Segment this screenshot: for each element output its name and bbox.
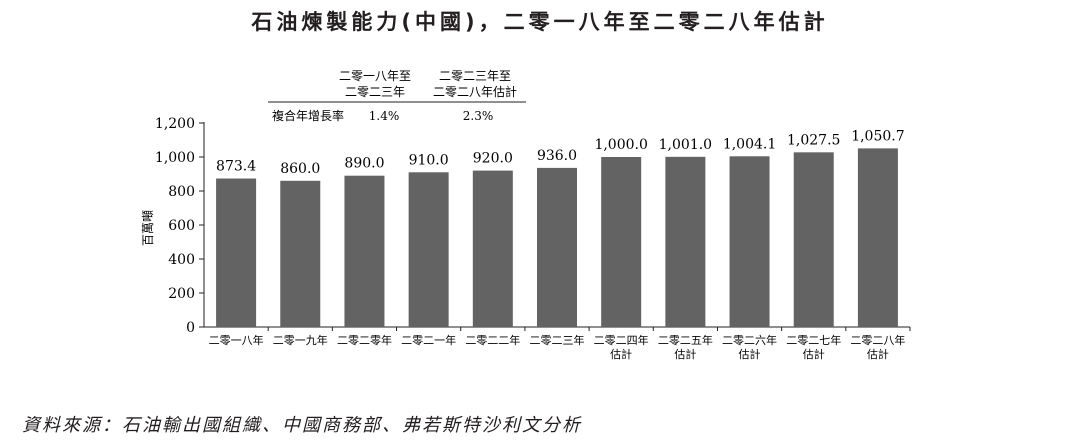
y-tick-label: 200 — [168, 286, 195, 302]
x-tick-label: 二零二六年 — [722, 333, 777, 347]
x-tick-label: 二零二三年 — [530, 333, 585, 347]
x-tick-label: 估計 — [739, 347, 761, 361]
data-label: 1,004.1 — [723, 136, 776, 152]
cagr-period-2-line1: 二零二三年至 — [439, 69, 511, 83]
x-tick-labels: 二零一八年 二零一九年 二零二零年 二零二一年 二零二二年 二零二三年 二零二四年估計二零二… — [209, 333, 906, 361]
data-label: 860.0 — [280, 161, 320, 177]
data-label: 920.0 — [473, 151, 513, 167]
bar — [408, 172, 449, 327]
source-note: 資料來源：石油輸出國組織、中國商務部、弗若斯特沙利文分析 — [22, 415, 582, 436]
x-tick-label: 估計 — [610, 347, 632, 361]
data-label: 1,001.0 — [659, 137, 712, 153]
bar — [344, 175, 385, 327]
y-tick-label: 400 — [168, 252, 195, 268]
bar — [665, 156, 706, 327]
bar — [857, 148, 898, 327]
bars — [216, 148, 898, 327]
cagr-period-2-line2: 二零二八年估計 — [433, 84, 517, 99]
data-label: 1,000.0 — [594, 137, 647, 153]
x-tick-label: 二零一八年 — [209, 333, 264, 347]
y-tick-label: 800 — [168, 184, 195, 200]
cagr-row-label: 複合年增長率 — [272, 108, 344, 123]
data-label: 936.0 — [537, 148, 577, 164]
y-tick-label: 0 — [186, 320, 195, 336]
y-tick-label: 1,200 — [155, 116, 195, 132]
cagr-period-1-line1: 二零一八年至 — [339, 69, 411, 83]
data-label: 1,050.7 — [851, 128, 904, 144]
data-label: 1,027.5 — [787, 132, 840, 148]
x-tick-label: 二零二八年 — [850, 333, 905, 347]
data-label: 910.0 — [409, 152, 449, 168]
bar — [537, 167, 577, 327]
cagr-value-1: 1.4% — [369, 109, 400, 123]
bar — [601, 157, 642, 327]
x-tick-label: 二零二二年 — [465, 333, 520, 347]
y-axis-title: 百萬噸 — [141, 210, 155, 246]
bar — [729, 156, 770, 327]
data-label: 873.4 — [216, 159, 256, 175]
bar — [793, 152, 834, 327]
x-tick-label: 二零二五年 — [658, 333, 713, 347]
x-tick-label: 二零二四年 — [594, 333, 649, 347]
bar — [216, 178, 257, 327]
y-tick-label: 1,000 — [155, 150, 195, 166]
y-tick-label: 600 — [168, 218, 195, 234]
bar — [472, 170, 513, 327]
value-labels: 873.4 860.0 890.0 910.0 920.0 936.0 1,000.0 1,0… — [216, 128, 905, 176]
data-label: 890.0 — [344, 156, 384, 172]
x-tick-label: 估計 — [867, 347, 889, 361]
chart-title: 石油煉製能力(中國)，二零一八年至二零二八年估計 — [251, 10, 829, 34]
cagr-period-1-line2: 二零二三年 — [345, 85, 405, 99]
x-tick-label: 二零二七年 — [786, 333, 841, 347]
x-tick-label: 二零二一年 — [401, 333, 456, 347]
x-tick-label: 估計 — [803, 347, 825, 361]
cagr-table: 二零一八年至 二零二三年 二零二三年至 二零二八年估計 複合年增長率 1.4% … — [268, 69, 526, 123]
bar-chart: 二零一八年至 二零二三年 二零二三年至 二零二八年估計 複合年增長率 1.4% … — [141, 69, 911, 361]
x-tick-label: 二零二零年 — [337, 333, 392, 347]
x-tick-label: 估計 — [674, 347, 696, 361]
cagr-value-2: 2.3% — [463, 109, 494, 123]
bar — [280, 180, 321, 327]
x-tick-label: 二零一九年 — [273, 333, 328, 347]
